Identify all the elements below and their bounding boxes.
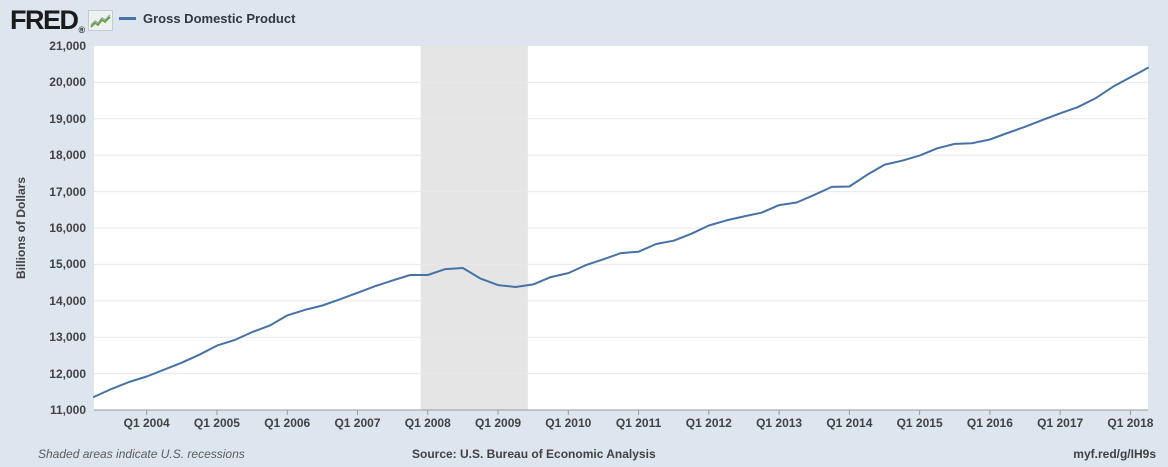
gdp-data-line[interactable] [93,66,1149,398]
x-tick-label: Q1 2011 [615,416,662,430]
y-tick-label: 19,000 [49,111,86,126]
x-tick-label: Q1 2017 [1037,416,1084,430]
fred-logo-text: FRED [10,5,79,35]
fred-logo[interactable]: FRED® [10,5,86,36]
recession-note: Shaded areas indicate U.S. recessions [38,447,245,461]
x-tick-label: Q1 2005 [193,416,240,430]
registered-trademark-symbol: ® [78,25,86,35]
y-tick-label: 21,000 [49,39,86,53]
source-attribution: Source: U.S. Bureau of Economic Analysis [412,447,656,461]
y-tick-label: 15,000 [49,257,86,272]
y-tick-label: 18,000 [49,148,86,163]
x-tick-label: Q1 2016 [966,416,1013,430]
y-tick-label: 11,000 [49,403,86,417]
y-tick-label: 12,000 [49,366,86,381]
legend-item-gdp[interactable]: Gross Domestic Product [119,11,295,26]
x-tick-label: Q1 2006 [264,416,311,430]
short-url-link[interactable]: myf.red/g/IH9s [1073,447,1156,461]
y-tick-label: 14,000 [49,293,86,308]
x-tick-label: Q1 2008 [404,416,451,430]
x-tick-label: Q1 2015 [896,416,943,430]
legend-series-label: Gross Domestic Product [143,11,296,26]
x-tick-label: Q1 2004 [123,416,170,430]
x-tick-label: Q1 2009 [475,416,522,430]
y-tick-label: 20,000 [49,75,86,90]
legend-line-marker [119,17,136,20]
x-tick-label: Q1 2013 [756,416,803,430]
x-tick-label: Q1 2014 [826,416,873,430]
y-tick-label: 16,000 [49,221,86,235]
x-tick-label: Q1 2010 [545,416,592,430]
x-tick-label: Q1 2007 [334,416,381,430]
x-tick-label: Q1 2012 [685,416,732,430]
y-tick-label: 17,000 [49,184,86,199]
y-tick-label: 13,000 [49,330,86,345]
sparkline-chart-icon [88,10,113,31]
x-tick-label: Q1 2018 [1107,416,1154,430]
